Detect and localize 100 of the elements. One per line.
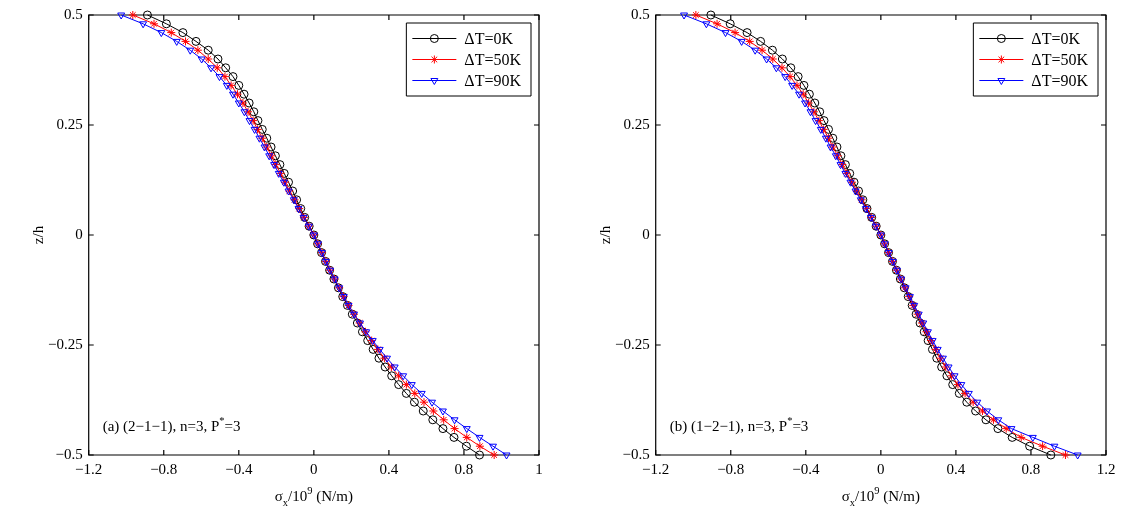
point xyxy=(399,373,408,381)
x-tick-label: −0.8 xyxy=(717,460,745,477)
point xyxy=(228,72,238,82)
point xyxy=(793,72,803,82)
y-tick-label: 0.25 xyxy=(623,115,650,132)
point xyxy=(1007,432,1017,442)
y-tick-label: 0 xyxy=(75,225,83,242)
point xyxy=(954,388,964,398)
point xyxy=(964,390,973,398)
point xyxy=(157,30,166,38)
point xyxy=(186,47,195,55)
point xyxy=(386,362,396,372)
point xyxy=(394,380,404,390)
point xyxy=(172,38,181,46)
point xyxy=(438,408,447,416)
point xyxy=(178,28,188,38)
point xyxy=(815,107,825,117)
point xyxy=(1025,441,1035,451)
y-tick-label: 0.5 xyxy=(630,5,650,22)
point xyxy=(438,424,448,434)
point xyxy=(390,364,399,372)
point xyxy=(1016,432,1026,442)
point xyxy=(781,74,790,82)
point xyxy=(1046,450,1056,460)
point xyxy=(981,415,991,425)
point xyxy=(374,353,384,363)
y-tick-label: −0.5 xyxy=(622,445,650,462)
point xyxy=(814,116,824,126)
point xyxy=(128,10,138,20)
y-tick-label: −0.5 xyxy=(55,445,83,462)
point xyxy=(417,390,426,398)
point xyxy=(994,417,1003,425)
point xyxy=(1060,450,1070,460)
point xyxy=(212,63,222,73)
point xyxy=(462,432,472,442)
point xyxy=(806,109,815,117)
point xyxy=(232,89,242,99)
point xyxy=(953,380,963,390)
point xyxy=(439,415,449,425)
point xyxy=(680,12,688,20)
point xyxy=(275,160,285,170)
x-tick-label: −0.4 xyxy=(225,460,253,477)
point xyxy=(816,126,825,134)
point xyxy=(193,45,203,55)
point xyxy=(409,397,419,407)
point xyxy=(737,38,746,46)
point xyxy=(1038,441,1048,451)
point xyxy=(932,353,942,363)
x-tick-label: −1.2 xyxy=(75,460,103,477)
point xyxy=(809,107,819,117)
x-tick-label: 0.4 xyxy=(379,460,399,477)
x-tick-label: 1 xyxy=(535,460,543,477)
annotation: (a) (2−1−1), n=3, P*=3 xyxy=(102,414,241,435)
point xyxy=(239,89,249,99)
legend-label: ΔT=0K xyxy=(1031,29,1081,47)
point xyxy=(721,30,730,38)
point xyxy=(973,399,982,407)
point xyxy=(1001,424,1011,434)
point xyxy=(418,406,428,416)
point xyxy=(213,54,223,64)
y-tick-label: 0.25 xyxy=(56,115,83,132)
point xyxy=(712,19,722,29)
point xyxy=(234,100,243,108)
point xyxy=(249,107,259,117)
point xyxy=(1007,426,1016,434)
point xyxy=(428,399,437,407)
x-tick-label: 1.2 xyxy=(1096,460,1116,477)
point xyxy=(450,424,460,434)
point xyxy=(461,441,471,451)
x-tick-label: 0.4 xyxy=(946,460,966,477)
point xyxy=(250,126,259,134)
x-tick-label: −0.4 xyxy=(792,460,820,477)
point xyxy=(1028,434,1037,442)
point xyxy=(379,353,389,363)
point xyxy=(962,397,972,407)
point xyxy=(777,63,787,73)
point xyxy=(245,118,254,126)
point xyxy=(786,63,796,73)
point xyxy=(203,45,213,55)
point xyxy=(767,45,777,55)
point xyxy=(801,100,810,108)
point xyxy=(828,133,838,143)
point xyxy=(795,91,804,99)
point xyxy=(475,441,485,451)
point xyxy=(222,82,231,90)
x-tick-label: −0.8 xyxy=(150,460,178,477)
point xyxy=(221,63,231,73)
point xyxy=(215,74,224,82)
point xyxy=(691,10,701,20)
point xyxy=(380,362,390,372)
point xyxy=(745,36,755,46)
point xyxy=(253,124,263,134)
point xyxy=(762,56,771,64)
point xyxy=(226,80,236,90)
point xyxy=(824,124,834,134)
annotation: (b) (1−2−1), n=3, P*=3 xyxy=(669,414,809,435)
point xyxy=(706,10,716,20)
point xyxy=(407,382,416,390)
point xyxy=(161,19,171,29)
point xyxy=(968,397,978,407)
